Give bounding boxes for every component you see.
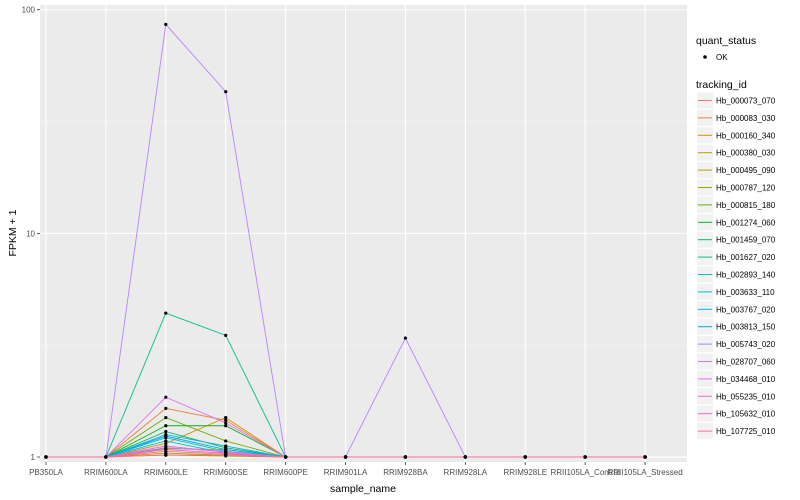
shape-legend-label: OK — [716, 53, 728, 62]
data-point — [44, 455, 48, 459]
data-point — [284, 455, 288, 459]
color-legend-label: Hb_000380_030 — [716, 149, 776, 158]
color-legend-label: Hb_000815_180 — [716, 201, 776, 210]
color-legend-label: Hb_003813_150 — [716, 323, 776, 332]
color-legend-label: Hb_107725_010 — [716, 427, 776, 436]
color-legend-label: Hb_055235_010 — [716, 392, 776, 401]
x-tick-label: PB350LA — [29, 468, 63, 477]
x-tick-label: RRIM928LA — [444, 468, 488, 477]
x-tick-label: RRII105LA_Stressed — [607, 468, 682, 477]
color-legend-label: Hb_001459_070 — [716, 236, 776, 245]
data-point — [164, 439, 168, 443]
data-point — [164, 416, 168, 420]
color-legend-label: Hb_028707_060 — [716, 358, 776, 367]
data-point — [164, 406, 168, 410]
data-point — [164, 22, 168, 26]
data-point — [463, 455, 467, 459]
minor-gridlines — [40, 121, 687, 346]
data-point — [224, 439, 228, 443]
data-point — [164, 424, 168, 428]
data-point — [164, 444, 168, 448]
shape-legend-title: quant_status — [696, 35, 756, 47]
shape-legend-key — [703, 55, 707, 59]
data-point — [523, 455, 527, 459]
data-point — [164, 395, 168, 399]
x-tick-label: RRIM928BA — [383, 468, 428, 477]
y-axis-ticks: 1 10 100 — [22, 6, 40, 462]
color-legend-label: Hb_000083_030 — [716, 114, 776, 123]
color-legend-label: Hb_105632_010 — [716, 410, 776, 419]
data-point — [224, 453, 228, 457]
color-legend-label: Hb_000160_340 — [716, 131, 776, 140]
x-tick-label: RRIM600LE — [144, 468, 188, 477]
y-tick-label: 10 — [26, 229, 35, 238]
color-legend-title: tracking_id — [696, 79, 747, 91]
data-point — [164, 441, 168, 446]
x-tick-label: RRIM901LA — [324, 468, 368, 477]
color-legend-label: Hb_003633_110 — [716, 288, 775, 297]
y-tick-label: 100 — [22, 6, 36, 15]
x-tick-label: RRIM928LE — [503, 468, 547, 477]
data-point — [343, 455, 348, 459]
x-tick-label: RRIM600PE — [263, 468, 307, 477]
data-point — [164, 447, 168, 452]
x-tick-label: RRIM600SE — [203, 468, 247, 477]
legend: quant_status OK tracking_id Hb_000073_07… — [696, 35, 776, 440]
y-axis-title: FPKM + 1 — [7, 209, 19, 256]
data-point — [583, 455, 587, 459]
data-points — [44, 22, 647, 459]
data-point — [104, 455, 108, 459]
y-tick-label: 1 — [31, 453, 36, 462]
data-point — [224, 418, 228, 422]
data-point — [224, 416, 228, 420]
data-point — [164, 429, 168, 434]
data-point — [224, 424, 228, 428]
color-legend-label: Hb_005743_020 — [716, 340, 776, 349]
data-point — [224, 90, 228, 94]
color-legend-label: Hb_000495_090 — [716, 166, 776, 175]
color-legend-label: Hb_000787_120 — [716, 184, 776, 193]
data-point — [403, 336, 408, 340]
x-tick-label: RRII105LA_Control — [550, 468, 620, 477]
data-point — [164, 434, 168, 438]
color-legend-label: Hb_001627_020 — [716, 253, 776, 262]
shape-legend-entries: OK — [703, 53, 728, 62]
data-point — [643, 455, 647, 459]
data-point — [224, 333, 228, 337]
data-point — [164, 311, 168, 315]
color-legend-label: Hb_000073_070 — [716, 97, 776, 106]
color-legend-label: Hb_034468_010 — [716, 375, 776, 384]
color-legend-entries: Hb_000073_070 Hb_000083_030 Hb_000160_340 H… — [697, 92, 776, 440]
data-point — [164, 453, 168, 457]
color-legend-label: Hb_002893_140 — [716, 271, 776, 280]
data-point — [224, 421, 228, 425]
x-axis-title: sample_name — [330, 483, 396, 495]
x-tick-label: RRIM600LA — [84, 468, 128, 477]
data-point — [224, 444, 228, 448]
x-axis-ticks: PB350LA RRIM600LA RRIM600LE RRIM600SE RRIM60… — [29, 462, 683, 477]
color-legend-label: Hb_001274_060 — [716, 218, 776, 227]
data-point — [403, 455, 408, 459]
color-legend-label: Hb_003767_020 — [716, 305, 776, 314]
